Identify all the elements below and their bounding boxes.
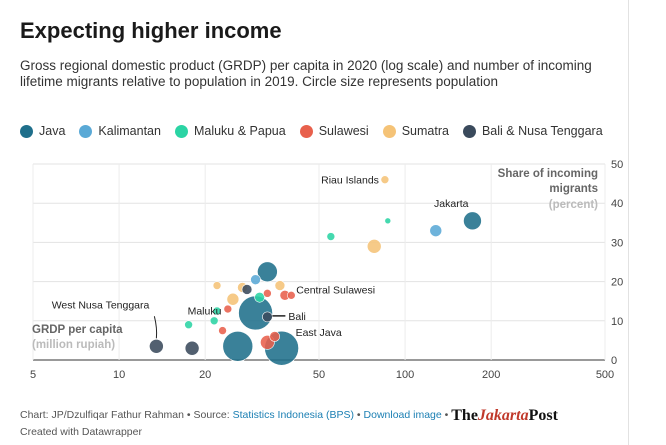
footer-credit: Chart: JP/Dzulfiqar Fathur Rahman • Sour… bbox=[20, 409, 233, 421]
data-point bbox=[184, 320, 193, 330]
legend-swatch bbox=[382, 124, 396, 138]
point-label: East Java bbox=[296, 327, 342, 339]
data-point bbox=[380, 175, 390, 184]
legend-label: Bali & Nusa Tenggara bbox=[481, 124, 603, 138]
data-point bbox=[250, 274, 261, 285]
y-tick-label: 40 bbox=[611, 198, 623, 210]
y-tick-label: 0 bbox=[611, 355, 617, 367]
x-axis-unit: (million rupiah) bbox=[32, 339, 115, 351]
data-point bbox=[269, 331, 280, 342]
chart-subtitle: Gross regional domestic product (GRDP) p… bbox=[20, 58, 592, 89]
legend-item: Kalimantan bbox=[79, 124, 161, 138]
data-point bbox=[257, 261, 278, 283]
data-point bbox=[226, 292, 240, 306]
download-image-link[interactable]: Download image bbox=[363, 409, 442, 421]
legend-swatch bbox=[20, 124, 33, 138]
y-tick-label: 30 bbox=[611, 237, 623, 249]
y-tick-label: 20 bbox=[611, 277, 623, 289]
point-label: Maluku bbox=[188, 306, 222, 318]
legend-swatch bbox=[299, 124, 313, 138]
legend: Java Kalimantan Maluku & Papua Sulawesi Suma… bbox=[20, 124, 630, 138]
legend-item: Java bbox=[20, 124, 65, 138]
legend-swatch bbox=[462, 124, 476, 138]
chart-title: Expecting higher income bbox=[20, 18, 282, 43]
x-tick-label: 200 bbox=[482, 369, 500, 381]
data-point bbox=[209, 316, 219, 326]
data-point bbox=[274, 280, 286, 291]
legend-item: Maluku & Papua bbox=[174, 124, 286, 138]
point-label: Bali bbox=[288, 311, 306, 323]
point-label: Central Sulawesi bbox=[296, 284, 375, 296]
data-point bbox=[366, 239, 382, 254]
point-label: Riau Islands bbox=[321, 175, 379, 187]
footer-separator-2: • bbox=[441, 409, 452, 421]
data-point bbox=[241, 284, 253, 295]
y-axis-title: Share of incoming bbox=[498, 168, 598, 180]
x-axis-title: GRDP per capita bbox=[32, 324, 123, 336]
brand-logo: TheJakartaPost bbox=[451, 407, 558, 424]
chart-frame bbox=[628, 0, 629, 445]
data-point bbox=[149, 338, 164, 354]
x-tick-label: 20 bbox=[199, 369, 211, 381]
data-point bbox=[326, 232, 336, 241]
data-point bbox=[254, 291, 265, 303]
y-tick-label: 50 bbox=[611, 159, 623, 171]
scatter-chart: 0 10 20 30 40 50 5 10 20 50 100 200 500 Share of inco… bbox=[30, 159, 623, 381]
source-link[interactable]: Statistics Indonesia (BPS) bbox=[232, 409, 354, 421]
legend-label: Maluku & Papua bbox=[193, 124, 286, 138]
data-point bbox=[218, 326, 227, 335]
legend-label: Sumatra bbox=[401, 124, 449, 138]
data-point bbox=[286, 291, 296, 300]
data-point bbox=[429, 224, 443, 237]
data-point bbox=[262, 311, 273, 323]
data-point bbox=[212, 281, 222, 290]
legend-label: Sulawesi bbox=[318, 124, 369, 138]
point-label: West Nusa Tenggara bbox=[52, 299, 150, 311]
data-point bbox=[463, 211, 482, 231]
legend-item: Sulawesi bbox=[299, 124, 369, 138]
data-point bbox=[212, 306, 222, 316]
point-label: Jakarta bbox=[434, 198, 469, 210]
data-point bbox=[263, 289, 272, 298]
data-point bbox=[384, 217, 392, 225]
x-tick-label: 500 bbox=[596, 369, 614, 381]
legend-label: Kalimantan bbox=[98, 124, 161, 138]
created-with[interactable]: Created with Datawrapper bbox=[20, 426, 142, 438]
y-axis-title: migrants bbox=[549, 183, 598, 195]
x-tick-label: 50 bbox=[313, 369, 325, 381]
y-axis-unit: (percent) bbox=[549, 199, 598, 211]
legend-swatch bbox=[79, 124, 93, 138]
y-tick-label: 10 bbox=[611, 316, 623, 328]
legend-item: Bali & Nusa Tenggara bbox=[462, 124, 603, 138]
annotation-line bbox=[153, 316, 158, 339]
data-point bbox=[223, 304, 233, 314]
legend-swatch bbox=[174, 124, 188, 138]
legend-item: Sumatra bbox=[382, 124, 449, 138]
data-point bbox=[222, 330, 254, 362]
x-tick-label: 100 bbox=[396, 369, 414, 381]
legend-label: Java bbox=[39, 124, 66, 138]
x-tick-label: 5 bbox=[30, 369, 36, 381]
x-tick-label: 10 bbox=[113, 369, 125, 381]
footer: Chart: JP/Dzulfiqar Fathur Rahman • Sour… bbox=[20, 407, 620, 425]
footer-separator: • bbox=[354, 409, 364, 421]
data-point bbox=[184, 340, 200, 356]
